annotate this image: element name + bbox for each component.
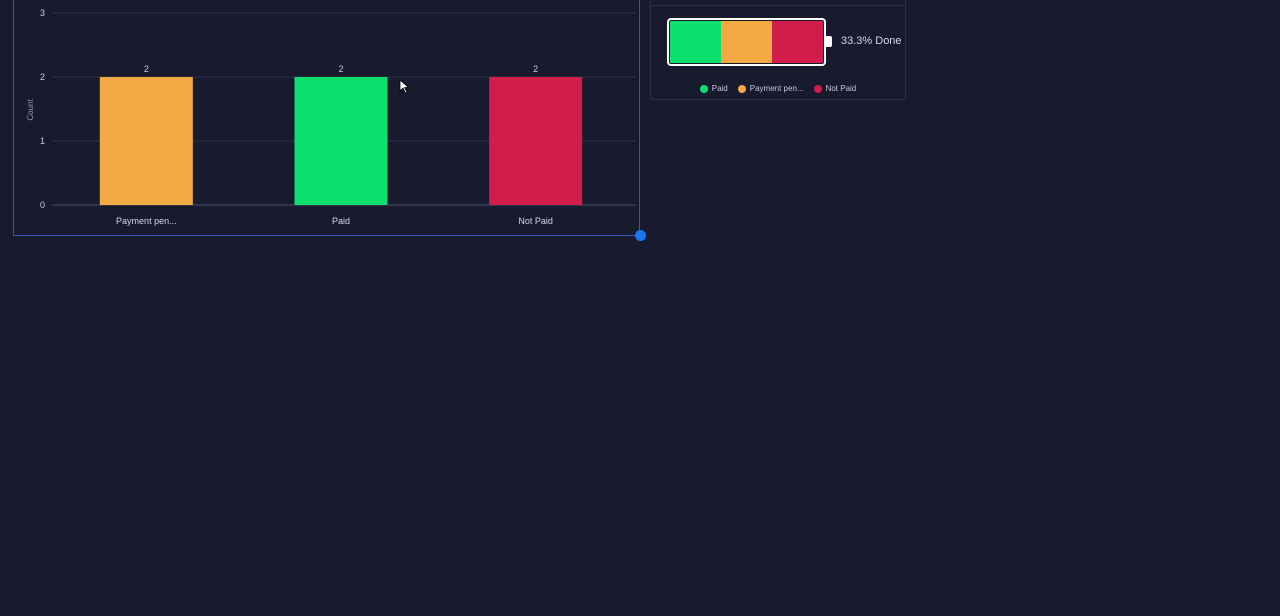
battery-bar [667, 18, 826, 66]
x-tick-label: Not Paid [518, 216, 553, 226]
legend-label: Not Paid [825, 84, 857, 93]
widget-header-divider [651, 5, 905, 6]
mouse-cursor-icon [399, 79, 410, 94]
legend-item: Payment pen... [737, 84, 804, 93]
battery-progress-label: 33.3% Done [841, 35, 902, 47]
bar-chart: 0 1 2 3 Count 2 Payment pen... 2 Paid 2 Not Paid [26, 8, 636, 226]
bar [99, 77, 193, 205]
battery-legend: Paid Payment pen... Not Paid [651, 84, 905, 93]
battery-tip [826, 36, 832, 47]
legend-dot-icon [813, 84, 822, 93]
legend-dot-icon [699, 84, 708, 93]
legend-label: Payment pen... [749, 84, 804, 93]
battery-segment [670, 21, 721, 63]
battery-widget[interactable]: 33.3% Done Paid Payment pen... Not Paid [650, 0, 906, 100]
legend-item: Paid [699, 84, 728, 93]
bar-data-label: 2 [533, 64, 538, 74]
y-tick-label: 0 [40, 200, 45, 210]
bar [489, 77, 583, 205]
x-tick-label: Payment pen... [116, 216, 177, 226]
legend-item: Not Paid [813, 84, 857, 93]
bar [294, 77, 388, 205]
resize-handle[interactable] [635, 230, 646, 241]
bar-data-label: 2 [144, 64, 149, 74]
battery-segment [771, 21, 823, 63]
y-tick-label: 1 [40, 136, 45, 146]
y-tick-label: 3 [40, 8, 45, 18]
y-axis-label: Count [26, 99, 35, 121]
chart-widget[interactable]: 0 1 2 3 Count 2 Payment pen... 2 Paid 2 Not Paid [13, 0, 640, 236]
legend-label: Paid [711, 84, 728, 93]
x-tick-label: Paid [332, 216, 350, 226]
legend-dot-icon [737, 84, 746, 93]
bar-data-label: 2 [338, 64, 343, 74]
y-tick-label: 2 [40, 72, 45, 82]
battery-segment [720, 21, 772, 63]
